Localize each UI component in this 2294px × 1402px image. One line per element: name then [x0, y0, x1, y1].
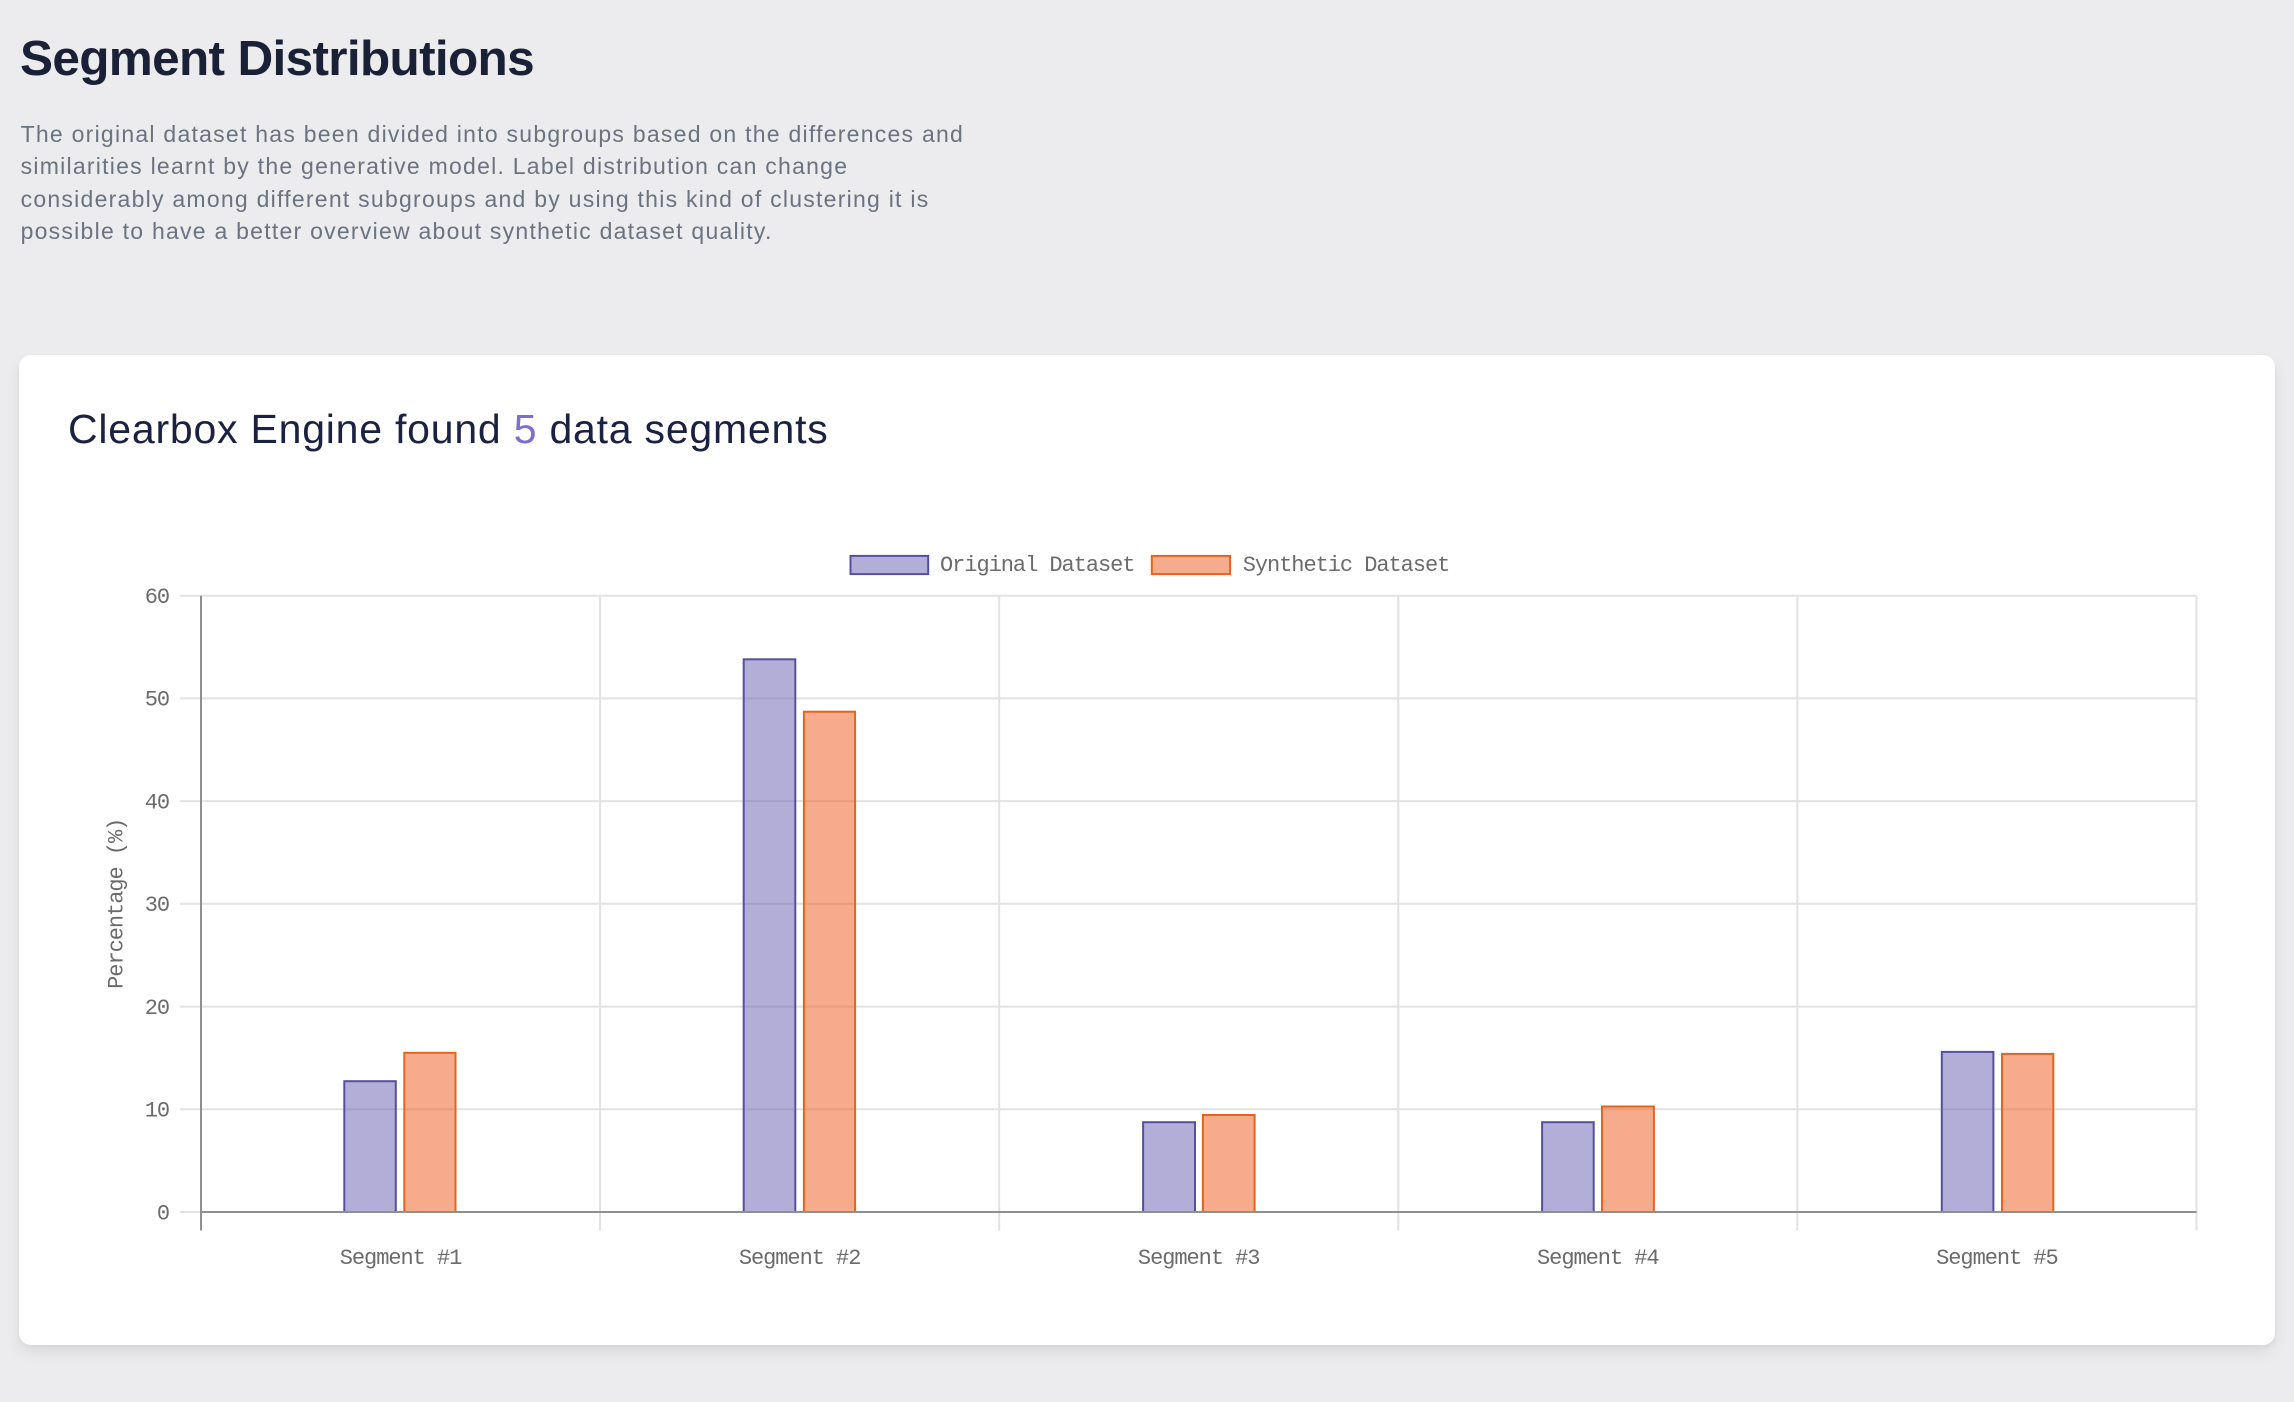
- svg-text:30: 30: [145, 893, 169, 918]
- svg-text:40: 40: [145, 790, 169, 815]
- svg-text:20: 20: [145, 996, 169, 1021]
- svg-text:10: 10: [145, 1099, 169, 1124]
- svg-text:Segment #4: Segment #4: [1537, 1246, 1659, 1271]
- svg-text:Segment #2: Segment #2: [739, 1246, 861, 1271]
- svg-text:50: 50: [145, 688, 169, 713]
- svg-text:Segment #1: Segment #1: [340, 1246, 462, 1271]
- svg-text:60: 60: [145, 585, 169, 610]
- svg-text:Original Dataset: Original Dataset: [940, 553, 1134, 578]
- svg-text:Segment #3: Segment #3: [1138, 1246, 1260, 1271]
- svg-text:Synthetic Dataset: Synthetic Dataset: [1243, 553, 1450, 578]
- svg-text:0: 0: [157, 1201, 169, 1226]
- svg-text:Segment #5: Segment #5: [1936, 1246, 2058, 1271]
- svg-text:Percentage (%): Percentage (%): [105, 819, 130, 989]
